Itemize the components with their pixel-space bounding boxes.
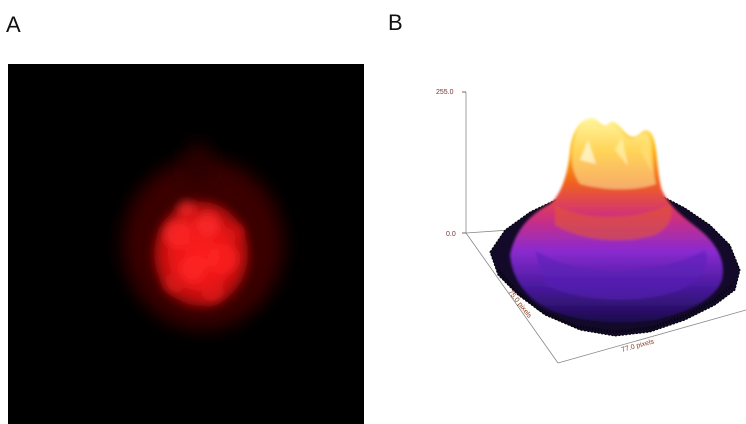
surface-mound: [510, 117, 724, 323]
z-axis-ticks: [462, 91, 466, 234]
fluorescence-micrograph: [8, 64, 364, 424]
z-min-label: 0.0: [446, 231, 456, 238]
panel-label-b: B: [388, 10, 403, 35]
plot-axes: [465, 92, 746, 364]
surface-plot-graphic: 255.0 0.0 75.0 pixels 77.0 pixels: [436, 89, 746, 364]
panel-label-a: A: [6, 12, 21, 37]
cell-image: [8, 64, 364, 424]
z-max-label: 255.0: [436, 89, 454, 96]
surface-plot: 255.0 0.0 75.0 pixels 77.0 pixels: [430, 80, 746, 380]
